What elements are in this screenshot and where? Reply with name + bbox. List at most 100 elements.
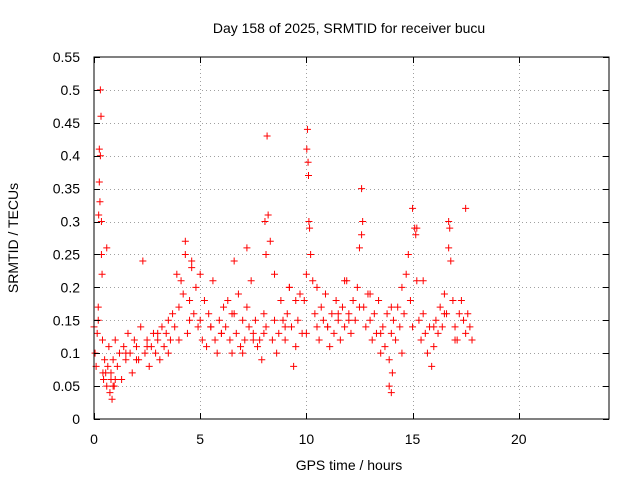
data-point [332,297,340,305]
data-point [377,349,385,357]
data-point [306,224,314,232]
x-tick-label: 20 [511,431,527,447]
data-point [370,310,378,318]
data-point [203,343,211,351]
data-point [460,316,468,324]
data-point [105,343,113,351]
data-point [451,336,459,344]
data-point [113,362,121,370]
data-point [387,329,395,337]
data-point [106,389,114,397]
data-point [245,323,253,331]
data-point [104,362,112,370]
data-point [319,316,327,324]
data-point [95,145,103,153]
data-point [330,329,338,337]
data-point [464,310,472,318]
data-point [266,237,274,245]
data-point [271,270,279,278]
data-point [273,349,281,357]
data-point [366,316,374,324]
x-tick-labels: 0 5 10 15 20 [90,431,527,447]
data-point [302,270,310,278]
data-point [300,297,308,305]
data-point [143,343,151,351]
data-point [326,343,334,351]
data-point [139,257,147,265]
data-point [307,250,315,258]
data-point [375,297,383,305]
data-point [152,349,160,357]
data-point [228,349,236,357]
x-axis-label: GPS time / hours [296,457,403,473]
data-point [355,303,363,311]
data-point [406,297,414,305]
data-point [288,323,296,331]
data-point [432,316,440,324]
data-point [181,237,189,245]
data-point [166,336,174,344]
data-point [304,171,312,179]
data-point [177,277,185,285]
data-point [394,303,402,311]
data-point [188,257,196,265]
data-point [436,303,444,311]
data-point [175,303,183,311]
data-point [164,316,172,324]
data-point [243,303,251,311]
data-point [402,270,410,278]
data-point [98,270,106,278]
data-point [260,329,268,337]
data-point [413,224,421,232]
data-point [355,244,363,252]
data-point [281,336,289,344]
data-point [275,329,283,337]
data-point [421,329,429,337]
data-point [313,323,321,331]
data-point [396,323,404,331]
data-point [263,132,271,140]
data-point [309,277,317,285]
data-point [213,349,221,357]
data-point [440,310,448,318]
data-point [217,329,225,337]
data-point [383,310,391,318]
data-point [409,204,417,212]
data-point [239,316,247,324]
data-point [462,329,470,337]
data-point [400,310,408,318]
data-point [196,270,204,278]
data-point [387,303,395,311]
data-point [181,250,189,258]
data-point [143,336,151,344]
data-point [451,323,459,331]
data-point [111,336,119,344]
data-point [279,316,287,324]
y-tick-labels: 0 0.05 0.1 0.15 0.2 0.25 0.3 0.35 0.4 0.45 0.5 0.55 [53,49,80,427]
data-point [462,204,470,212]
data-point [447,257,455,265]
data-point [130,336,138,344]
data-point [292,343,300,351]
data-point [220,303,228,311]
data-point [446,224,454,232]
data-point [109,356,117,364]
data-point [158,323,166,331]
data-point [419,277,427,285]
y-tick-label: 0.2 [61,279,81,295]
data-point [338,303,346,311]
data-point [122,356,130,364]
data-point [417,336,425,344]
data-point [445,218,453,226]
data-point [294,316,302,324]
data-point [366,290,374,298]
data-point [336,336,344,344]
data-point [385,356,393,364]
y-tick-label: 0 [72,411,80,427]
data-point [171,323,179,331]
data-point [430,323,438,331]
data-point [292,297,300,305]
y-tick-label: 0.25 [53,246,80,262]
axis-ticks [94,57,609,420]
x-tick-label: 15 [405,431,421,447]
